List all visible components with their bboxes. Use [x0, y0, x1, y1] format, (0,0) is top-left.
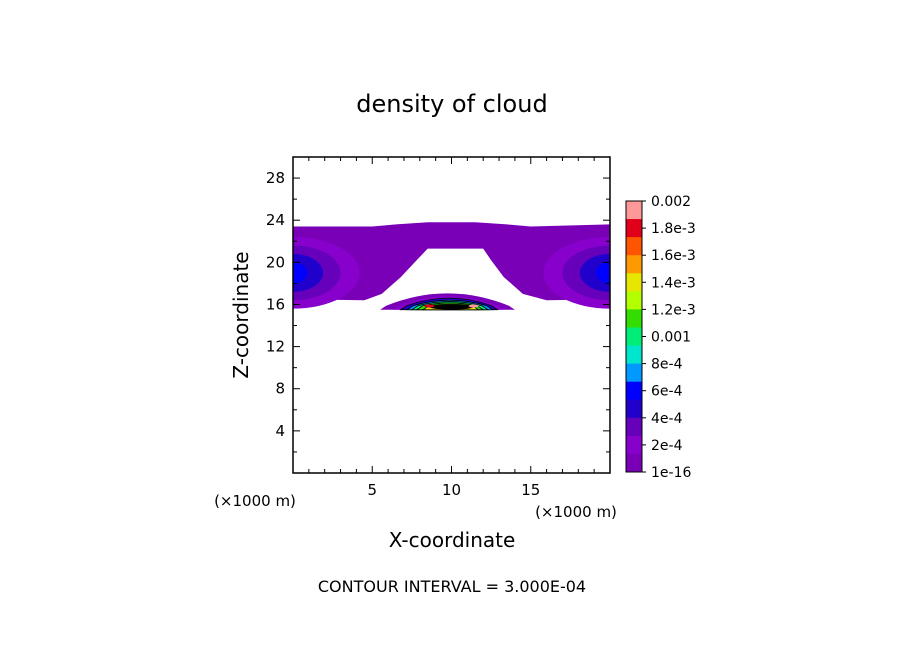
- colorbar-swatch: [626, 381, 642, 401]
- colorbar-swatch: [626, 237, 642, 256]
- colorbar-swatch: [626, 435, 642, 455]
- colorbar-swatch: [626, 291, 642, 310]
- x-tick-label: 15: [521, 481, 540, 499]
- colorbar-label: 1.4e-3: [651, 275, 696, 291]
- cloud-core: [429, 304, 474, 310]
- y-tick-label: 16: [266, 295, 285, 313]
- x-unit-left: (×1000 m): [214, 492, 296, 510]
- colorbar-label: 0.001: [651, 330, 691, 346]
- colorbar-swatch: [626, 417, 642, 437]
- y-tick-label: 28: [266, 169, 285, 187]
- edge-lobe: [579, 253, 610, 292]
- x-tick-label: 10: [442, 481, 461, 499]
- cloud-peak: [468, 304, 479, 308]
- colorbar-label: 4e-4: [651, 411, 683, 427]
- y-tick-label: 12: [266, 338, 285, 356]
- y-tick-label: 8: [275, 380, 285, 398]
- colorbar-swatch: [626, 363, 642, 383]
- colorbar-swatch: [626, 453, 642, 473]
- colorbar: 0.002 1.8e-3 1.6e-3 1.4e-3 1.2e-3 0.001 8e-4 6e…: [625, 194, 696, 481]
- colorbar-label: 0.002: [651, 194, 691, 210]
- x-unit-right: (×1000 m): [535, 503, 617, 521]
- axis-ticks: 5 10 15 4 8 12 16 20 24 28: [266, 157, 610, 499]
- colorbar-swatch: [626, 219, 642, 238]
- upper-cloud-layer: [293, 222, 610, 301]
- colorbar-swatch: [626, 327, 642, 347]
- contour-interval-footer: CONTOUR INTERVAL = 3.000E-04: [318, 577, 586, 596]
- colorbar-swatch: [626, 309, 642, 328]
- y-tick-label: 4: [275, 422, 285, 440]
- x-axis-label: X-coordinate: [389, 528, 516, 552]
- cloud-regions: [293, 222, 610, 311]
- colorbar-label: 6e-4: [651, 384, 683, 400]
- colorbar-label: 1e-16: [651, 465, 691, 481]
- edge-lobes: [293, 237, 610, 309]
- colorbar-label: 2e-4: [651, 438, 683, 454]
- plot-frame: [292, 156, 611, 474]
- colorbar-label: 1.8e-3: [651, 221, 696, 237]
- colorbar-swatch: [626, 273, 642, 292]
- plot-area: 5 10 15 4 8 12 16 20 24 28: [266, 156, 611, 499]
- chart-title: density of cloud: [356, 90, 547, 118]
- y-axis-label: Z-coordinate: [229, 251, 253, 378]
- cloud-peak: [424, 304, 435, 308]
- edge-lobe: [595, 262, 610, 284]
- x-tick-label: 5: [367, 481, 377, 499]
- y-tick-label: 20: [266, 253, 285, 271]
- edge-lobe: [293, 262, 308, 284]
- colorbar-label: 1.2e-3: [651, 302, 696, 318]
- colorbar-swatch: [626, 255, 642, 274]
- colorbar-label: 8e-4: [651, 357, 683, 373]
- colorbar-swatch: [626, 399, 642, 419]
- y-tick-label: 24: [266, 211, 285, 229]
- colorbar-swatch: [626, 201, 642, 220]
- colorbar-swatch: [626, 345, 642, 365]
- edge-lobe: [293, 253, 324, 292]
- colorbar-label: 1.6e-3: [651, 248, 696, 264]
